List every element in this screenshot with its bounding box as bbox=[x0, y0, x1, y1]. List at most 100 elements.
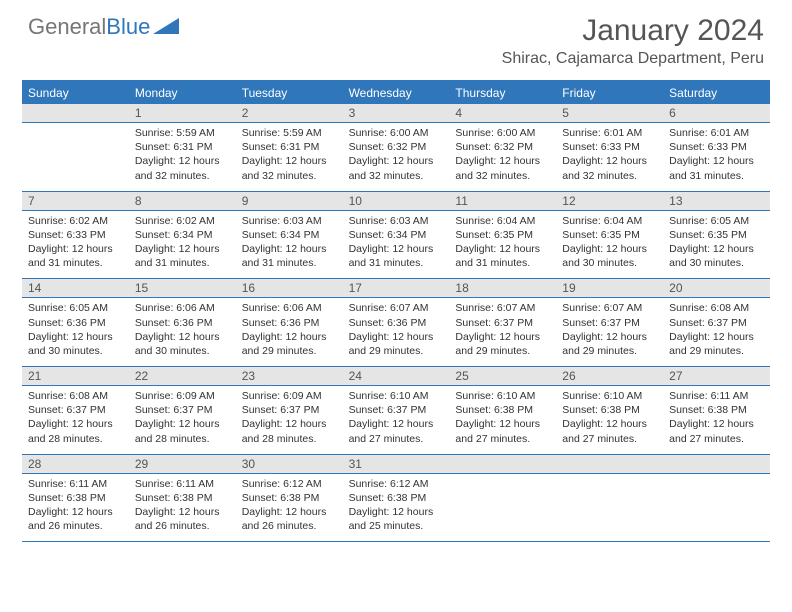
sunset: Sunset: 6:35 PM bbox=[562, 228, 657, 242]
sunrise: Sunrise: 6:06 AM bbox=[242, 301, 337, 315]
day-number: 26 bbox=[556, 367, 663, 385]
day-number bbox=[449, 455, 556, 473]
day-number: 6 bbox=[663, 104, 770, 122]
daylight: Daylight: 12 hours and 29 minutes. bbox=[242, 330, 337, 358]
body-row: Sunrise: 6:05 AMSunset: 6:36 PMDaylight:… bbox=[22, 298, 770, 367]
day-number bbox=[22, 104, 129, 122]
daylight: Daylight: 12 hours and 31 minutes. bbox=[669, 154, 764, 182]
sunset: Sunset: 6:32 PM bbox=[349, 140, 444, 154]
logo-text-1: General bbox=[28, 14, 106, 40]
day-body: Sunrise: 5:59 AMSunset: 6:31 PMDaylight:… bbox=[129, 123, 236, 191]
daylight: Daylight: 12 hours and 29 minutes. bbox=[669, 330, 764, 358]
day-body: Sunrise: 6:07 AMSunset: 6:36 PMDaylight:… bbox=[343, 298, 450, 366]
sunrise: Sunrise: 6:05 AM bbox=[28, 301, 123, 315]
dow-row: Sunday Monday Tuesday Wednesday Thursday… bbox=[22, 82, 770, 104]
sunset: Sunset: 6:38 PM bbox=[669, 403, 764, 417]
day-body: Sunrise: 6:07 AMSunset: 6:37 PMDaylight:… bbox=[449, 298, 556, 366]
daylight: Daylight: 12 hours and 26 minutes. bbox=[135, 505, 230, 533]
day-number: 22 bbox=[129, 367, 236, 385]
day-body: Sunrise: 6:01 AMSunset: 6:33 PMDaylight:… bbox=[663, 123, 770, 191]
sunrise: Sunrise: 6:09 AM bbox=[135, 389, 230, 403]
day-body: Sunrise: 6:11 AMSunset: 6:38 PMDaylight:… bbox=[663, 386, 770, 454]
day-body: Sunrise: 5:59 AMSunset: 6:31 PMDaylight:… bbox=[236, 123, 343, 191]
day-number: 14 bbox=[22, 279, 129, 297]
day-number: 9 bbox=[236, 192, 343, 210]
daylight: Daylight: 12 hours and 25 minutes. bbox=[349, 505, 444, 533]
dow-cell: Friday bbox=[556, 82, 663, 104]
month-title: January 2024 bbox=[502, 14, 764, 48]
daylight: Daylight: 12 hours and 30 minutes. bbox=[28, 330, 123, 358]
day-number: 13 bbox=[663, 192, 770, 210]
day-body: Sunrise: 6:05 AMSunset: 6:36 PMDaylight:… bbox=[22, 298, 129, 366]
day-number: 28 bbox=[22, 455, 129, 473]
day-body: Sunrise: 6:12 AMSunset: 6:38 PMDaylight:… bbox=[236, 474, 343, 542]
day-number: 3 bbox=[343, 104, 450, 122]
day-body: Sunrise: 6:12 AMSunset: 6:38 PMDaylight:… bbox=[343, 474, 450, 542]
day-number: 31 bbox=[343, 455, 450, 473]
day-number: 5 bbox=[556, 104, 663, 122]
daylight: Daylight: 12 hours and 31 minutes. bbox=[242, 242, 337, 270]
day-body bbox=[556, 474, 663, 542]
day-body: Sunrise: 6:09 AMSunset: 6:37 PMDaylight:… bbox=[236, 386, 343, 454]
sunset: Sunset: 6:32 PM bbox=[455, 140, 550, 154]
day-number: 7 bbox=[22, 192, 129, 210]
daylight: Daylight: 12 hours and 27 minutes. bbox=[349, 417, 444, 445]
daylight: Daylight: 12 hours and 27 minutes. bbox=[562, 417, 657, 445]
daylight: Daylight: 12 hours and 28 minutes. bbox=[28, 417, 123, 445]
day-body: Sunrise: 6:05 AMSunset: 6:35 PMDaylight:… bbox=[663, 211, 770, 279]
sunset: Sunset: 6:36 PM bbox=[349, 316, 444, 330]
sunrise: Sunrise: 6:07 AM bbox=[562, 301, 657, 315]
day-body: Sunrise: 6:07 AMSunset: 6:37 PMDaylight:… bbox=[556, 298, 663, 366]
sunrise: Sunrise: 6:04 AM bbox=[455, 214, 550, 228]
day-number bbox=[556, 455, 663, 473]
day-body: Sunrise: 6:00 AMSunset: 6:32 PMDaylight:… bbox=[343, 123, 450, 191]
sunset: Sunset: 6:35 PM bbox=[455, 228, 550, 242]
sunset: Sunset: 6:36 PM bbox=[28, 316, 123, 330]
sunrise: Sunrise: 6:10 AM bbox=[562, 389, 657, 403]
day-number: 29 bbox=[129, 455, 236, 473]
sunrise: Sunrise: 6:08 AM bbox=[669, 301, 764, 315]
day-number: 30 bbox=[236, 455, 343, 473]
sunrise: Sunrise: 6:09 AM bbox=[242, 389, 337, 403]
sunset: Sunset: 6:33 PM bbox=[28, 228, 123, 242]
sunset: Sunset: 6:38 PM bbox=[349, 491, 444, 505]
sunrise: Sunrise: 6:11 AM bbox=[135, 477, 230, 491]
day-body: Sunrise: 6:06 AMSunset: 6:36 PMDaylight:… bbox=[236, 298, 343, 366]
sunset: Sunset: 6:38 PM bbox=[562, 403, 657, 417]
day-body: Sunrise: 6:01 AMSunset: 6:33 PMDaylight:… bbox=[556, 123, 663, 191]
sunset: Sunset: 6:34 PM bbox=[135, 228, 230, 242]
sunrise: Sunrise: 6:03 AM bbox=[349, 214, 444, 228]
sunset: Sunset: 6:37 PM bbox=[669, 316, 764, 330]
sunset: Sunset: 6:33 PM bbox=[562, 140, 657, 154]
day-number: 1 bbox=[129, 104, 236, 122]
body-row: Sunrise: 6:02 AMSunset: 6:33 PMDaylight:… bbox=[22, 211, 770, 280]
sunrise: Sunrise: 6:04 AM bbox=[562, 214, 657, 228]
daynum-row: 123456 bbox=[22, 104, 770, 123]
day-body: Sunrise: 6:02 AMSunset: 6:33 PMDaylight:… bbox=[22, 211, 129, 279]
day-number bbox=[663, 455, 770, 473]
day-body: Sunrise: 6:08 AMSunset: 6:37 PMDaylight:… bbox=[663, 298, 770, 366]
daylight: Daylight: 12 hours and 31 minutes. bbox=[349, 242, 444, 270]
sunset: Sunset: 6:38 PM bbox=[28, 491, 123, 505]
day-number: 15 bbox=[129, 279, 236, 297]
dow-cell: Wednesday bbox=[343, 82, 450, 104]
day-number: 16 bbox=[236, 279, 343, 297]
daylight: Daylight: 12 hours and 32 minutes. bbox=[455, 154, 550, 182]
day-number: 20 bbox=[663, 279, 770, 297]
day-body: Sunrise: 6:10 AMSunset: 6:38 PMDaylight:… bbox=[556, 386, 663, 454]
sunrise: Sunrise: 6:07 AM bbox=[349, 301, 444, 315]
day-number: 2 bbox=[236, 104, 343, 122]
daylight: Daylight: 12 hours and 31 minutes. bbox=[455, 242, 550, 270]
daylight: Daylight: 12 hours and 32 minutes. bbox=[135, 154, 230, 182]
body-row: Sunrise: 6:11 AMSunset: 6:38 PMDaylight:… bbox=[22, 474, 770, 543]
sunrise: Sunrise: 6:01 AM bbox=[562, 126, 657, 140]
day-body: Sunrise: 6:08 AMSunset: 6:37 PMDaylight:… bbox=[22, 386, 129, 454]
sunrise: Sunrise: 6:12 AM bbox=[349, 477, 444, 491]
logo: GeneralBlue bbox=[28, 14, 179, 40]
dow-cell: Monday bbox=[129, 82, 236, 104]
daylight: Daylight: 12 hours and 26 minutes. bbox=[242, 505, 337, 533]
body-row: Sunrise: 6:08 AMSunset: 6:37 PMDaylight:… bbox=[22, 386, 770, 455]
sunset: Sunset: 6:37 PM bbox=[349, 403, 444, 417]
sunrise: Sunrise: 6:10 AM bbox=[349, 389, 444, 403]
sunset: Sunset: 6:38 PM bbox=[242, 491, 337, 505]
